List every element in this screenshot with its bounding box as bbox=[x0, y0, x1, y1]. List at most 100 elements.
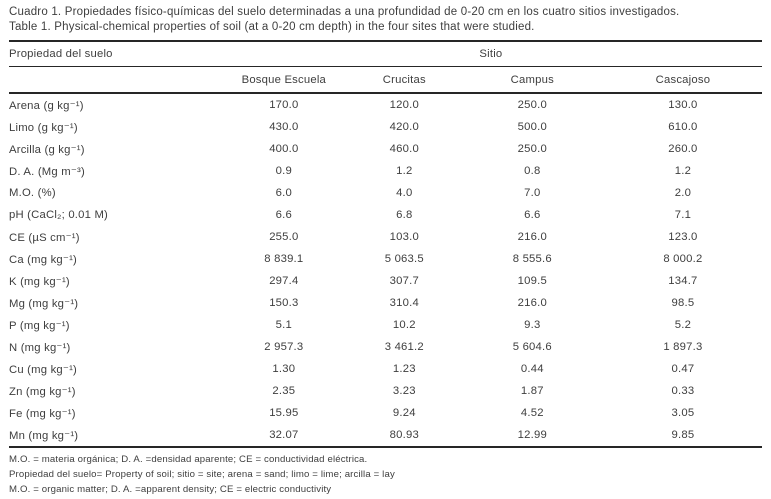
value-cell: 255.0 bbox=[269, 231, 299, 243]
value-cell: 297.4 bbox=[269, 275, 299, 287]
value-cell: 0.8 bbox=[524, 165, 541, 177]
table-row: Mn (mg kg⁻¹) 32.07 80.93 12.99 9.85 bbox=[9, 424, 762, 448]
table-row: D. A. (Mg m⁻³) 0.9 1.2 0.8 1.2 bbox=[9, 160, 762, 182]
property-label: CE (µS cm⁻¹) bbox=[9, 231, 80, 244]
property-label: Cu (mg kg⁻¹) bbox=[9, 363, 77, 376]
value-cell: 307.7 bbox=[389, 275, 419, 287]
value-cell: 12.99 bbox=[460, 424, 604, 448]
caption-english: Table 1. Physical-chemical properties of… bbox=[9, 20, 535, 33]
table-row: Arcilla (g kg⁻¹) 400.0 460.0 250.0 260.0 bbox=[9, 138, 762, 160]
value-cell: 6.6 bbox=[275, 209, 292, 221]
property-column-header: Propiedad del suelo bbox=[9, 41, 220, 67]
site-columns-row: Bosque Escuela Crucitas Campus Cascajoso bbox=[9, 66, 762, 94]
footnote-line: Propiedad del suelo= Property of soil; s… bbox=[9, 469, 395, 481]
property-label: Limo (g kg⁻¹) bbox=[9, 121, 78, 134]
table-row: Ca (mg kg⁻¹) 8 839.1 5 063.5 8 555.6 8 000.2 bbox=[9, 248, 762, 270]
table-row: Limo (g kg⁻¹) 430.0 420.0 500.0 610.0 bbox=[9, 116, 762, 138]
value-cell: 9.3 bbox=[524, 319, 541, 331]
value-cell: 5.1 bbox=[275, 319, 292, 331]
value-cell: 0.47 bbox=[671, 363, 695, 375]
value-cell: 610.0 bbox=[668, 121, 698, 133]
value-cell: 80.93 bbox=[347, 424, 461, 448]
value-cell: 0.44 bbox=[520, 363, 544, 375]
value-cell: 1.30 bbox=[272, 363, 296, 375]
value-cell: 216.0 bbox=[517, 231, 547, 243]
value-cell: 109.5 bbox=[517, 275, 547, 287]
value-cell: 130.0 bbox=[668, 99, 698, 111]
property-label: pH (CaCl₂; 0.01 M) bbox=[9, 209, 109, 221]
value-cell: 120.0 bbox=[389, 99, 419, 111]
value-cell: 4.0 bbox=[396, 187, 413, 199]
caption-spanish: Cuadro 1. Propiedades físico-químicas de… bbox=[9, 6, 680, 18]
value-cell: 8 839.1 bbox=[264, 253, 304, 265]
value-cell: 250.0 bbox=[517, 99, 547, 111]
value-cell: 1 897.3 bbox=[663, 341, 703, 353]
value-cell: 3.05 bbox=[671, 407, 695, 419]
table-row: M.O. (%) 6.0 4.0 7.0 2.0 bbox=[9, 182, 762, 204]
value-cell: 2 957.3 bbox=[264, 341, 304, 353]
value-cell: 0.33 bbox=[671, 385, 695, 397]
value-cell: 8 555.6 bbox=[512, 253, 552, 265]
empty-header-cell bbox=[9, 66, 220, 94]
value-cell: 8 000.2 bbox=[663, 253, 703, 265]
property-label: Mn (mg kg⁻¹) bbox=[9, 424, 220, 448]
property-label: Arena (g kg⁻¹) bbox=[9, 99, 84, 112]
value-cell: 98.5 bbox=[671, 297, 695, 309]
table-row: Mg (mg kg⁻¹) 150.3 310.4 216.0 98.5 bbox=[9, 292, 762, 314]
property-label: Arcilla (g kg⁻¹) bbox=[9, 143, 85, 156]
value-cell: 103.0 bbox=[389, 231, 419, 243]
footnote-line: M.O. = materia orgánica; D. A. =densidad… bbox=[9, 454, 368, 465]
value-cell: 250.0 bbox=[517, 143, 547, 155]
value-cell: 1.87 bbox=[520, 385, 544, 397]
property-label: D. A. (Mg m⁻³) bbox=[9, 165, 85, 178]
property-label: Mg (mg kg⁻¹) bbox=[9, 297, 79, 310]
property-label: M.O. (%) bbox=[9, 187, 56, 199]
value-cell: 7.0 bbox=[524, 187, 541, 199]
value-cell: 9.24 bbox=[392, 407, 416, 419]
table-row: Cu (mg kg⁻¹) 1.30 1.23 0.44 0.47 bbox=[9, 358, 762, 380]
value-cell: 500.0 bbox=[517, 121, 547, 133]
value-cell: 5.2 bbox=[674, 319, 692, 331]
site-column-header: Cascajoso bbox=[603, 66, 762, 94]
site-column-header: Bosque Escuela bbox=[219, 66, 348, 94]
value-cell: 123.0 bbox=[668, 231, 698, 243]
value-cell: 9.85 bbox=[603, 424, 762, 448]
value-cell: 420.0 bbox=[389, 121, 419, 133]
property-label: Fe (mg kg⁻¹) bbox=[9, 407, 76, 420]
value-cell: 216.0 bbox=[517, 297, 547, 309]
property-label: K (mg kg⁻¹) bbox=[9, 275, 70, 288]
value-cell: 1.2 bbox=[396, 165, 413, 177]
value-cell: 5 063.5 bbox=[384, 253, 424, 265]
value-cell: 2.0 bbox=[674, 187, 692, 199]
value-cell: 1.23 bbox=[392, 363, 416, 375]
value-cell: 460.0 bbox=[389, 143, 419, 155]
value-cell: 6.6 bbox=[524, 209, 541, 221]
value-cell: 310.4 bbox=[389, 297, 419, 309]
table-caption: Cuadro 1. Propiedades físico-químicas de… bbox=[9, 5, 762, 34]
table-row: N (mg kg⁻¹) 2 957.3 3 461.2 5 604.6 1 897.3 bbox=[9, 336, 762, 358]
property-label: Zn (mg kg⁻¹) bbox=[9, 385, 76, 398]
property-label: P (mg kg⁻¹) bbox=[9, 319, 70, 332]
value-cell: 4.52 bbox=[520, 407, 544, 419]
value-cell: 134.7 bbox=[668, 275, 698, 287]
table-row: pH (CaCl₂; 0.01 M) 6.6 6.8 6.6 7.1 bbox=[9, 204, 762, 226]
table-row: Zn (mg kg⁻¹) 2.35 3.23 1.87 0.33 bbox=[9, 380, 762, 402]
value-cell: 2.35 bbox=[272, 385, 296, 397]
site-group-header: Sitio bbox=[219, 41, 762, 67]
soil-properties-table: Propiedad del suelo Sitio Bosque Escuela… bbox=[9, 40, 762, 448]
value-cell: 170.0 bbox=[269, 99, 299, 111]
property-label: N (mg kg⁻¹) bbox=[9, 341, 71, 354]
table-row: Fe (mg kg⁻¹) 15.95 9.24 4.52 3.05 bbox=[9, 402, 762, 424]
site-column-header: Campus bbox=[460, 66, 604, 94]
footnotes: M.O. = materia orgánica; D. A. =densidad… bbox=[9, 452, 762, 498]
value-cell: 150.3 bbox=[269, 297, 299, 309]
value-cell: 400.0 bbox=[269, 143, 299, 155]
value-cell: 6.8 bbox=[396, 209, 413, 221]
property-label: Ca (mg kg⁻¹) bbox=[9, 253, 77, 266]
value-cell: 3.23 bbox=[392, 385, 416, 397]
value-cell: 5 604.6 bbox=[512, 341, 552, 353]
value-cell: 1.2 bbox=[674, 165, 692, 177]
value-cell: 3 461.2 bbox=[384, 341, 424, 353]
table-row: Arena (g kg⁻¹) 170.0 120.0 250.0 130.0 bbox=[9, 93, 762, 116]
